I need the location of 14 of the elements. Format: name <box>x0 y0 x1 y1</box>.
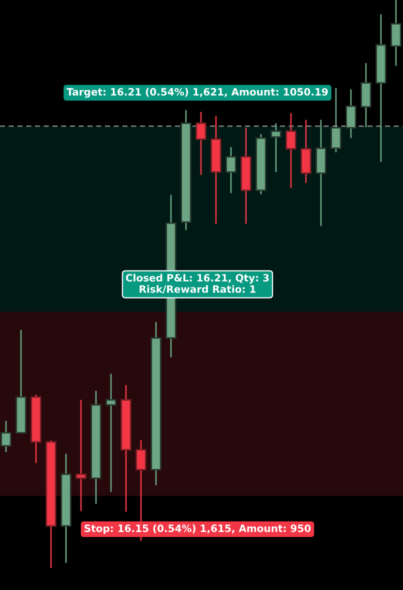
candlestick <box>390 0 402 67</box>
candlestick <box>270 122 282 173</box>
candlestick <box>330 87 342 153</box>
candlestick <box>286 112 296 189</box>
candlestick <box>226 146 236 194</box>
candlestick <box>0 420 12 453</box>
candlestick <box>76 399 86 512</box>
band-label: Stop: 16.15 (0.54%) 1,615, Amount: 950 <box>84 524 311 534</box>
band-label: Target: 16.21 (0.54%) 1,621, Amount: 1050.19 <box>66 88 328 98</box>
candlestick <box>346 88 356 139</box>
candlestick <box>196 111 206 176</box>
candlestick <box>360 62 372 128</box>
candlestick <box>106 373 116 493</box>
annotation: Closed P&L: 16.21, Qty: 3 Risk/Reward Ratio: 1 <box>126 274 269 294</box>
